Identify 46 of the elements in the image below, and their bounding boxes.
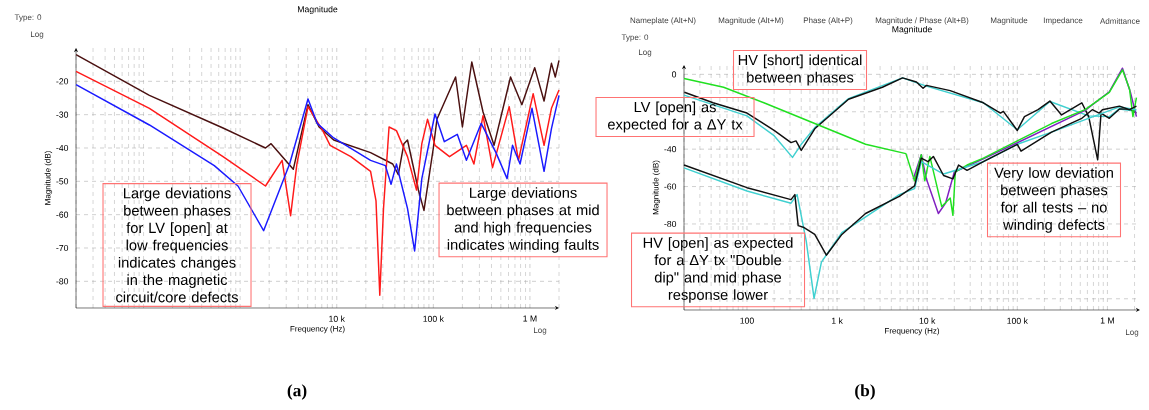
y-axis-title: Magnitude (dB) <box>44 151 53 205</box>
y-tick-label: -40 <box>56 144 69 152</box>
y-tick-label: -80 <box>56 278 69 285</box>
text: Log <box>1126 329 1139 337</box>
text: Magnitude <box>990 17 1028 25</box>
text: (b) <box>855 384 875 400</box>
annotation: HV [open] as expected for a ΔY tx "Double dip" and mid phase response lower <box>643 237 793 303</box>
text: Impedance <box>1043 17 1083 25</box>
chart-title: Magnitude <box>892 25 932 35</box>
x-tick-label: 100 <box>740 317 754 324</box>
annotation: HV [short] identical between phases <box>738 54 862 86</box>
text: Magnitude (Alt+M) <box>718 17 784 25</box>
x-axis-title: Frequency (Hz) <box>290 325 345 334</box>
x-tick-label: 1 M <box>1100 317 1114 324</box>
text: Type: 0 <box>14 14 42 22</box>
x-tick-label: 1 M <box>523 315 537 322</box>
annotation: Large deviations between phases at mid and high frequencies indicates winding faults <box>447 187 599 253</box>
annotation: LV [open] as expected for a ΔY tx <box>607 101 743 133</box>
y-tick-label: -60 <box>664 183 677 190</box>
x-tick-label: 1 k <box>831 317 843 324</box>
y-tick-label: 0 <box>671 71 677 78</box>
text: Log <box>534 327 547 335</box>
x-axis-title: Frequency (Hz) <box>885 327 940 336</box>
y-tick-label: -70 <box>56 244 69 252</box>
text: Admittance <box>1100 18 1140 24</box>
x-tick-label: 100 k <box>1007 317 1028 324</box>
y-tick-label: -30 <box>56 111 69 118</box>
text: Magnitude / Phase (Alt+B) <box>875 17 969 25</box>
text: (a) <box>287 384 307 400</box>
x-tick-label: 100 k <box>423 315 444 322</box>
text: Nameplate (Alt+N) <box>630 17 696 25</box>
x-tick-label: 10 k <box>329 315 345 322</box>
text: Log <box>638 49 652 57</box>
y-tick-label: -50 <box>56 178 69 185</box>
annotation: Very low deviation between phases for all tests – no winding defects <box>994 167 1113 233</box>
annotation: Large deviations between phases for LV [open] at low frequencies indicates changes in the magnetic circuit/core defects <box>116 187 238 303</box>
text: Log <box>31 31 44 39</box>
text: Type: 0 <box>621 34 649 42</box>
text: Phase (Alt+P) <box>803 17 853 25</box>
y-tick-label: -60 <box>56 211 69 218</box>
chart-title: Magnitude <box>297 5 338 15</box>
y-tick-label: -80 <box>664 220 677 228</box>
y-tick-label: -40 <box>664 146 677 153</box>
x-tick-label: 10 k <box>919 317 936 324</box>
y-tick-label: -20 <box>56 78 69 85</box>
y-axis-title: Magnitude (dB) <box>652 160 661 215</box>
